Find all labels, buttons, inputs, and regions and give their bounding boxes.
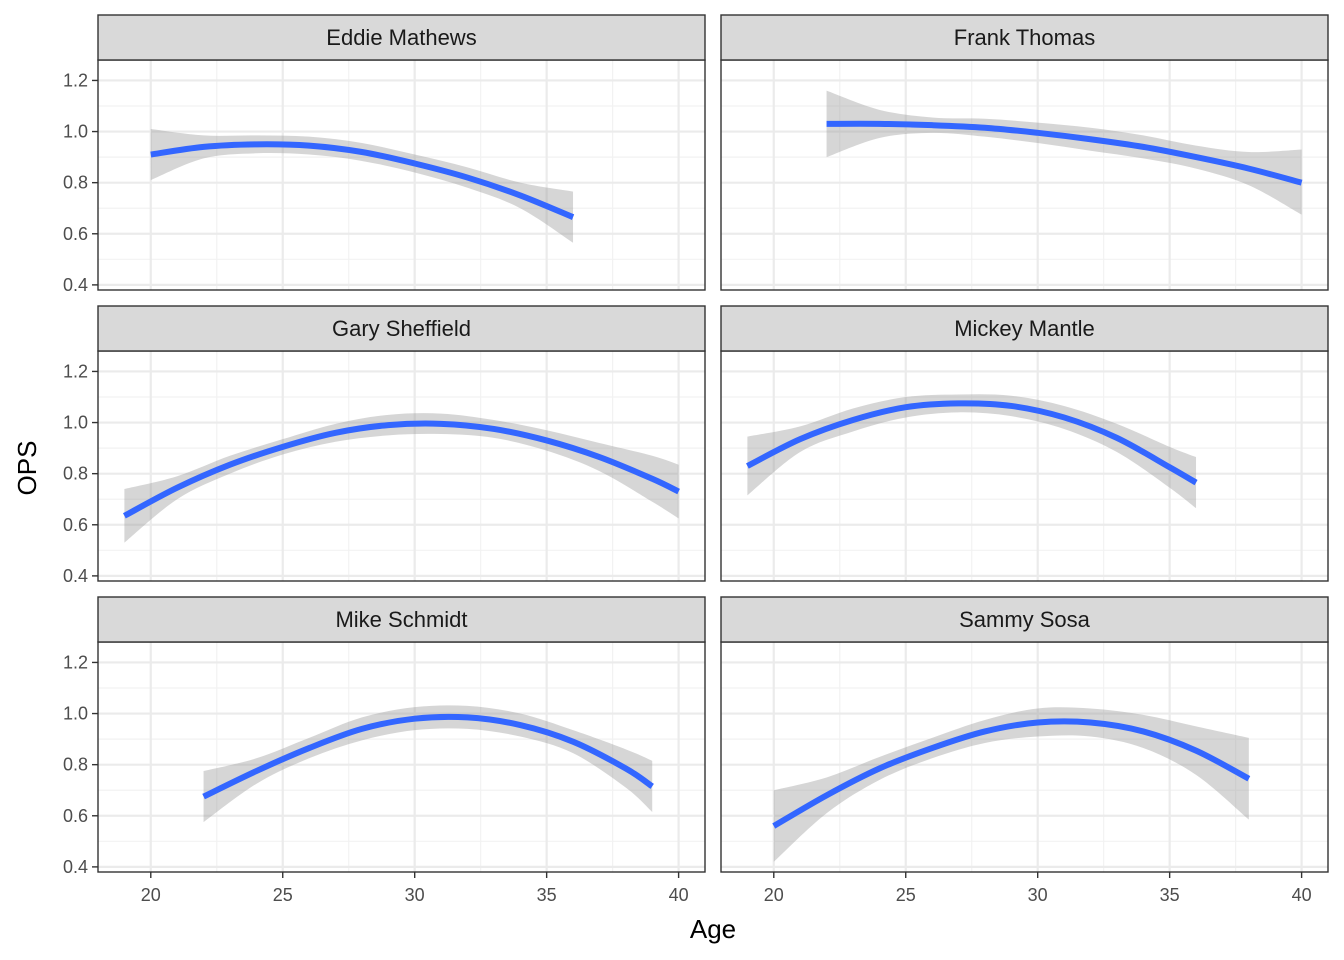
confidence-band — [773, 707, 1249, 862]
y-tick-label: 0.8 — [63, 464, 88, 484]
strip-background — [97, 14, 706, 61]
confidence-band — [826, 90, 1302, 215]
x-tick-label: 40 — [1292, 885, 1312, 905]
panel: Sammy Sosa 20 25 30 35 40 — [720, 596, 1329, 905]
series-line — [202, 713, 654, 800]
y-tick-label: 1.2 — [63, 361, 88, 381]
panel: Eddie Mathews 0.4 0.6 0.8 1.0 1.2 — [63, 14, 706, 295]
panel-background — [721, 351, 1328, 581]
series-line — [122, 420, 680, 519]
y-tick-label: 0.8 — [63, 755, 88, 775]
x-tick-label: 35 — [537, 885, 557, 905]
strip-label: Mike Schmidt — [335, 607, 467, 632]
panel-background — [721, 60, 1328, 290]
series-line — [826, 120, 1303, 186]
strip-label: Frank Thomas — [954, 25, 1095, 50]
series-line — [150, 141, 575, 220]
panel-background — [98, 60, 705, 290]
x-tick-label: 25 — [273, 885, 293, 905]
y-tick-label: 0.6 — [63, 806, 88, 826]
x-tick-label: 35 — [1160, 885, 1180, 905]
y-tick-label: 1.0 — [63, 413, 88, 433]
series-line — [746, 400, 1198, 486]
confidence-band — [124, 413, 679, 543]
series-line — [772, 718, 1251, 829]
panel: Gary Sheffield 0.4 0.6 0.8 1.0 1.2 — [63, 305, 706, 586]
x-tick-label: 25 — [896, 885, 916, 905]
confidence-band — [203, 705, 653, 823]
strip-background — [720, 596, 1329, 643]
y-tick-label: 0.8 — [63, 173, 88, 193]
y-tick-label: 0.4 — [63, 857, 88, 877]
strip-label: Gary Sheffield — [332, 316, 471, 341]
x-tick-label: 20 — [764, 885, 784, 905]
strip-label: Sammy Sosa — [959, 607, 1091, 632]
strip-background — [720, 14, 1329, 61]
strip-label: Eddie Mathews — [326, 25, 476, 50]
strip-label: Mickey Mantle — [954, 316, 1095, 341]
x-tick-label: 40 — [669, 885, 689, 905]
x-axis-title: Age — [690, 914, 736, 944]
y-axis-title: OPS — [12, 441, 42, 496]
panel: Mickey Mantle — [720, 305, 1329, 582]
panel: Frank Thomas — [720, 14, 1329, 291]
y-tick-label: 1.2 — [63, 70, 88, 90]
y-tick-label: 0.6 — [63, 515, 88, 535]
x-tick-label: 30 — [1028, 885, 1048, 905]
x-tick-label: 20 — [141, 885, 161, 905]
x-tick-label: 30 — [405, 885, 425, 905]
y-tick-label: 0.4 — [63, 566, 88, 586]
panel: Mike Schmidt 0.4 0.6 0.8 1.0 1.2 20 25 30 35 40 — [63, 596, 706, 905]
y-tick-label: 0.4 — [63, 275, 88, 295]
strip-background — [720, 305, 1329, 352]
panel-background — [98, 351, 705, 581]
y-tick-label: 1.0 — [63, 122, 88, 142]
y-tick-label: 1.2 — [63, 652, 88, 672]
panel-background — [721, 642, 1328, 872]
strip-background — [97, 305, 706, 352]
y-tick-label: 1.0 — [63, 704, 88, 724]
strip-background — [97, 596, 706, 643]
y-tick-label: 0.6 — [63, 224, 88, 244]
panels-layer: Eddie Mathews 0.4 0.6 0.8 1.0 1.2 Frank Thomas… — [63, 14, 1329, 905]
